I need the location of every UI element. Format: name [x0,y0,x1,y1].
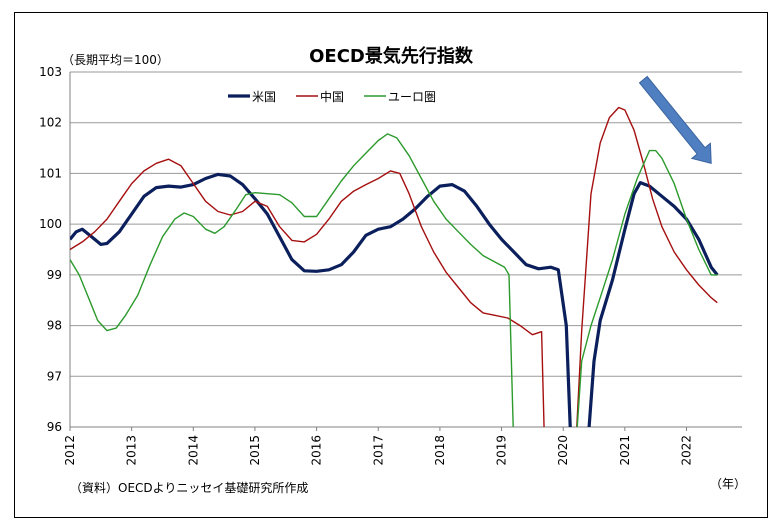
y-tick-label: 101 [39,166,62,180]
x-tick-label: 2021 [618,435,632,466]
chart-frame [14,12,768,518]
legend-label-0: 米国 [252,90,276,104]
y-tick-label: 98 [47,319,62,333]
x-tick-label: 2013 [125,435,139,466]
x-axis-unit-label: （年） [710,477,746,491]
x-tick-label: 2017 [371,435,385,466]
x-tick-label: 2016 [310,435,324,466]
y-tick-labels: 96 97 98 99 100 101 102 103 [39,65,62,434]
x-tick-label: 2020 [556,435,570,466]
y-tick-label: 96 [47,420,62,434]
down-arrow-icon [638,75,712,164]
x-tick-label: 2014 [186,435,200,466]
x-tick-label: 2015 [248,435,262,466]
series-line-2 [70,133,718,427]
series-lines [70,106,719,427]
source-note: （資料）OECDよりニッセイ基礎研究所作成 [70,480,308,495]
x-tick-label: 2019 [495,435,509,466]
y-tick-label: 97 [47,369,62,383]
y-tick-label: 99 [47,268,62,282]
legend-label-1: 中国 [320,89,344,104]
x-tick-label: 2018 [433,435,447,466]
legend: 米国 中国 ユーロ圏 [228,89,436,104]
axes [69,72,742,431]
legend-label-2: ユーロ圏 [388,90,436,104]
x-tick-label: 2022 [680,435,694,466]
y-axis-unit-label: （長期平均＝100） [62,53,169,67]
series-line-1 [70,106,718,427]
x-tick-labels: 2012 2013 2014 2015 2016 2017 2018 2019 2020 2021… [63,435,694,466]
series-line-0 [70,172,719,427]
y-tick-label: 100 [39,217,62,231]
y-tick-label: 102 [39,116,62,130]
trend-arrow [638,75,712,164]
y-tick-label: 103 [39,65,62,79]
x-tick-label: 2012 [63,435,77,466]
chart-title: OECD景気先行指数 [309,45,474,67]
